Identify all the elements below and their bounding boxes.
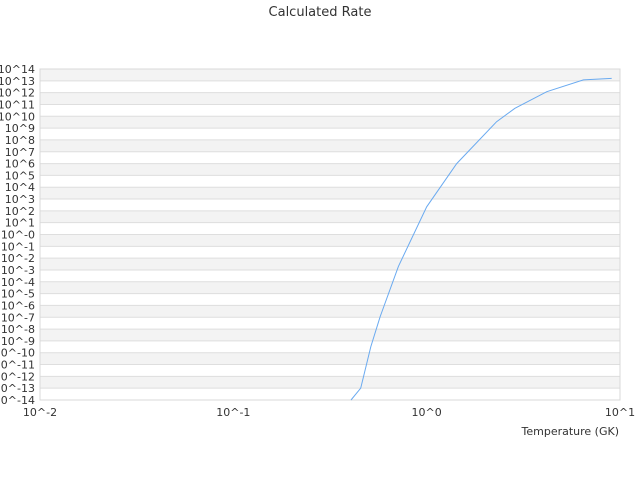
y-tick-label: 10^13 bbox=[0, 75, 35, 88]
series-line bbox=[350, 77, 612, 401]
grid-band bbox=[40, 364, 620, 377]
y-tick-label: 10^-5 bbox=[1, 288, 35, 301]
plot-frame bbox=[39, 68, 621, 401]
grid-band bbox=[40, 92, 620, 105]
y-tick-label: 10^-1 bbox=[1, 240, 35, 253]
grid-band bbox=[40, 388, 620, 400]
y-tick-label: 10^-0 bbox=[1, 229, 35, 242]
grid-band bbox=[40, 340, 620, 353]
y-tick-label: 10^1 bbox=[5, 217, 35, 230]
y-tick-label: 10^5 bbox=[5, 169, 35, 182]
y-tick-label: 10^2 bbox=[5, 205, 35, 218]
x-tick-label: 10^-1 bbox=[216, 406, 250, 419]
grid-band bbox=[40, 69, 620, 81]
y-tick-label: 10^8 bbox=[5, 134, 35, 147]
y-tick-label: 10^-10 bbox=[0, 347, 35, 360]
grid-band bbox=[40, 116, 620, 129]
grid-band bbox=[40, 317, 620, 330]
y-tick-label: 10^6 bbox=[5, 158, 35, 171]
grid-band bbox=[40, 234, 620, 247]
y-tick-label: 10^14 bbox=[0, 63, 35, 76]
grid-band bbox=[40, 329, 620, 341]
y-tick-label: 10^9 bbox=[5, 122, 35, 135]
y-tick-label: 10^-12 bbox=[0, 370, 35, 383]
grid-band bbox=[40, 293, 620, 306]
grid-band bbox=[40, 210, 620, 223]
y-tick-label: 10^11 bbox=[0, 98, 35, 111]
grid-band bbox=[40, 175, 620, 188]
grid-band bbox=[40, 128, 620, 140]
y-tick-label: 10^-9 bbox=[1, 335, 35, 348]
x-axis-label: Temperature (GK) bbox=[521, 425, 620, 438]
y-tick-label: 10^-4 bbox=[1, 276, 35, 289]
grid-band bbox=[40, 222, 620, 235]
grid-band bbox=[40, 187, 620, 200]
y-axis-ticks: 10^1410^1310^1210^1110^1010^910^810^710^… bbox=[0, 63, 35, 407]
grid-band bbox=[40, 104, 620, 117]
y-tick-label: 10^10 bbox=[0, 110, 35, 123]
grid-band bbox=[40, 258, 620, 270]
grid-band bbox=[40, 199, 620, 211]
y-tick-label: 10^-3 bbox=[1, 264, 35, 277]
y-tick-label: 10^-2 bbox=[1, 252, 35, 265]
y-tick-label: 10^-8 bbox=[1, 323, 35, 336]
x-tick-label: 10^1 bbox=[605, 406, 635, 419]
x-axis-ticks: 10^-2 10^-1 10^0 10^1 bbox=[23, 406, 635, 419]
y-tick-label: 10^-14 bbox=[0, 394, 35, 407]
grid-band bbox=[40, 246, 620, 259]
grid-band bbox=[40, 80, 620, 93]
y-tick-label: 10^3 bbox=[5, 193, 35, 206]
grid-band bbox=[40, 269, 620, 282]
grid-bands bbox=[40, 68, 620, 400]
y-tick-label: 10^-7 bbox=[1, 311, 35, 324]
grid-band bbox=[40, 139, 620, 152]
y-tick-label: 10^-13 bbox=[0, 382, 35, 395]
y-tick-label: 10^-6 bbox=[1, 299, 35, 312]
grid-band bbox=[40, 281, 620, 294]
grid-band bbox=[40, 151, 620, 164]
y-tick-label: 10^-11 bbox=[0, 359, 35, 372]
grid-band bbox=[40, 352, 620, 365]
x-tick-label: 10^0 bbox=[412, 406, 442, 419]
x-tick-label: 10^-2 bbox=[23, 406, 57, 419]
y-tick-label: 10^4 bbox=[5, 181, 35, 194]
grid-band bbox=[40, 305, 620, 318]
y-tick-label: 10^7 bbox=[5, 146, 35, 159]
grid-band bbox=[40, 376, 620, 389]
y-tick-label: 10^12 bbox=[0, 87, 35, 100]
chart-title: Calculated Rate bbox=[269, 5, 372, 20]
grid-band bbox=[40, 163, 620, 176]
